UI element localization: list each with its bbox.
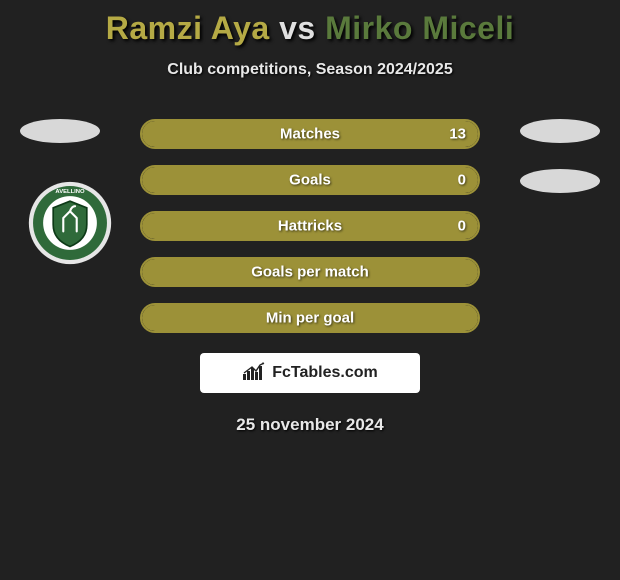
content: AVELLINO Matches 13 Goals 0 Hattricks 0 … (0, 119, 620, 435)
subtitle: Club competitions, Season 2024/2025 (0, 61, 620, 79)
stat-value: 13 (449, 126, 466, 143)
stat-row-hattricks: Hattricks 0 (140, 211, 480, 241)
player2-avatar-placeholder (520, 119, 600, 143)
bar-chart-icon (242, 362, 266, 385)
stat-row-goals: Goals 0 (140, 165, 480, 195)
vs-text: vs (279, 10, 316, 46)
stat-value: 0 (458, 218, 466, 235)
stat-row-matches: Matches 13 (140, 119, 480, 149)
stat-row-goals-per-match: Goals per match (140, 257, 480, 287)
stats-list: Matches 13 Goals 0 Hattricks 0 Goals per… (140, 119, 480, 333)
brand-text: FcTables.com (272, 364, 378, 382)
page-title: Ramzi Aya vs Mirko Miceli (0, 0, 620, 47)
stat-label: Goals per match (251, 264, 369, 281)
stat-label: Min per goal (266, 310, 354, 327)
stat-label: Matches (280, 126, 340, 143)
stat-label: Hattricks (278, 218, 342, 235)
date-text: 25 november 2024 (0, 415, 620, 435)
stat-value: 0 (458, 172, 466, 189)
player1-club-badge: AVELLINO (28, 181, 112, 265)
stat-label: Goals (289, 172, 331, 189)
player1-avatar-placeholder (20, 119, 100, 143)
stat-row-min-per-goal: Min per goal (140, 303, 480, 333)
player1-name: Ramzi Aya (106, 10, 270, 46)
player2-name: Mirko Miceli (325, 10, 514, 46)
brand-box: FcTables.com (200, 353, 420, 393)
player2-club-placeholder (520, 169, 600, 193)
svg-text:AVELLINO: AVELLINO (55, 189, 85, 195)
